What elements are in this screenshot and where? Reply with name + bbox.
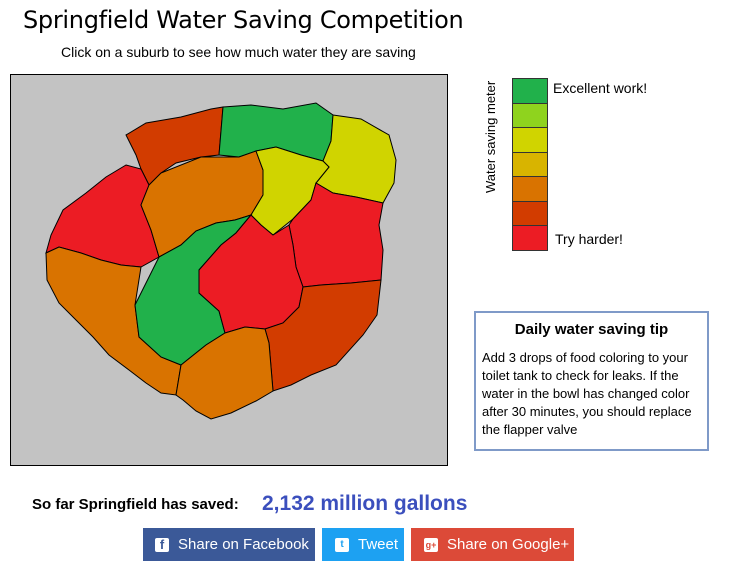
google-plus-icon: g+ xyxy=(424,537,438,552)
meter-bottom-label: Try harder! xyxy=(555,231,623,247)
meter-level-2 xyxy=(512,102,548,127)
meter-level-7 xyxy=(512,225,548,251)
tip-title: Daily water saving tip xyxy=(514,321,669,338)
suburb-map xyxy=(10,74,448,466)
meter-level-6 xyxy=(512,200,548,225)
daily-tip-panel: Daily water saving tip Add 3 drops of fo… xyxy=(474,311,709,451)
meter-label: Water saving meter xyxy=(483,80,498,193)
suburb-south[interactable] xyxy=(175,326,274,420)
saved-label: So far Springfield has saved: xyxy=(32,496,239,513)
meter-level-3 xyxy=(512,127,548,152)
meter-top-label: Excellent work! xyxy=(553,80,648,96)
meter-level-1 xyxy=(512,78,548,103)
page-title: Springfield Water Saving Competition xyxy=(23,6,464,34)
saved-value: 2,132 million gallons xyxy=(262,492,468,515)
tip-text: Add 3 drops of food coloring to your toi… xyxy=(482,350,692,437)
water-saving-meter xyxy=(512,78,548,251)
meter-level-5 xyxy=(512,176,548,201)
twitter-icon: t xyxy=(335,537,349,552)
share-google-label: Share on Google+ xyxy=(447,536,570,553)
share-facebook-label: Share on Facebook xyxy=(178,536,309,553)
meter-level-4 xyxy=(512,151,548,176)
tweet-label: Tweet xyxy=(358,536,399,553)
suburb-map-svg xyxy=(45,102,397,420)
suburb-south-east[interactable] xyxy=(264,279,382,392)
share-google-button[interactable]: g+ Share on Google+ xyxy=(411,528,574,561)
page-subtitle: Click on a suburb to see how much water … xyxy=(61,44,416,60)
share-facebook-button[interactable]: f Share on Facebook xyxy=(143,528,315,561)
tweet-button[interactable]: t Tweet xyxy=(322,528,404,561)
facebook-icon: f xyxy=(155,537,169,552)
